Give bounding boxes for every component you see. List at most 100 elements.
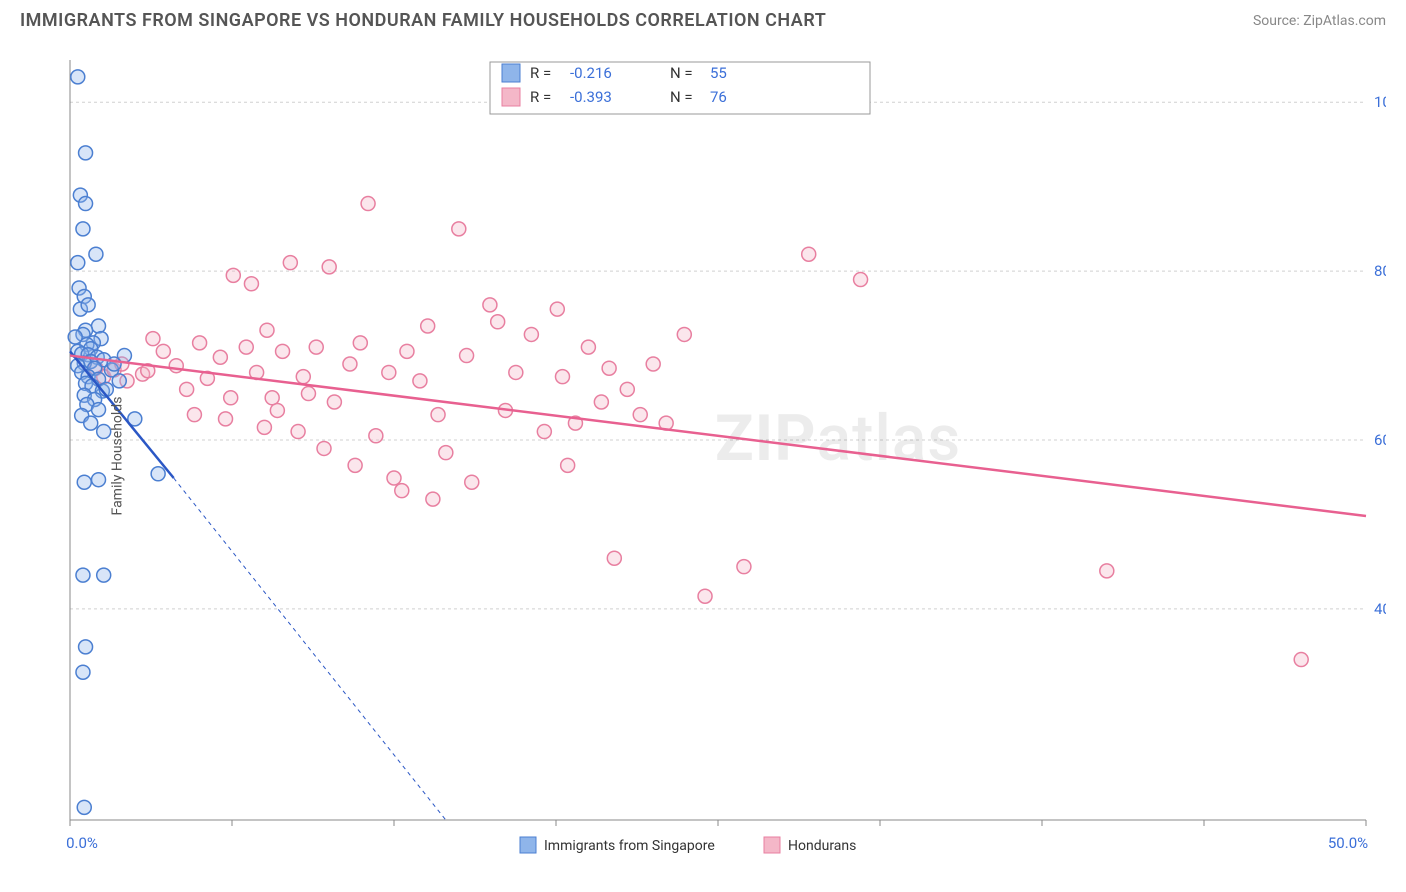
legend-n-value: 76: [710, 88, 727, 106]
x-tick-label: 50.0%: [1328, 834, 1368, 852]
legend-swatch: [502, 64, 520, 82]
data-point: [421, 319, 435, 333]
x-tick-label: 0.0%: [66, 834, 98, 852]
data-point: [260, 323, 274, 337]
data-point: [112, 374, 126, 388]
data-point: [97, 568, 111, 582]
data-point: [151, 467, 165, 481]
data-point: [276, 344, 290, 358]
data-point: [213, 350, 227, 364]
data-point: [452, 222, 466, 236]
legend-n-label: N =: [670, 64, 693, 82]
data-point: [77, 475, 91, 489]
data-point: [187, 408, 201, 422]
data-point: [76, 665, 90, 679]
data-point: [322, 260, 336, 274]
data-point: [698, 589, 712, 603]
data-point: [301, 387, 315, 401]
data-point: [413, 374, 427, 388]
y-tick-label: 100.0%: [1374, 93, 1386, 111]
data-point: [426, 492, 440, 506]
data-point: [92, 473, 106, 487]
data-point: [76, 568, 90, 582]
data-point: [465, 475, 479, 489]
data-point: [79, 640, 93, 654]
data-point: [71, 256, 85, 270]
y-tick-label: 40.0%: [1374, 600, 1386, 618]
legend-r-label: R =: [530, 88, 551, 106]
data-point: [387, 471, 401, 485]
data-point: [602, 361, 616, 375]
data-point: [92, 319, 106, 333]
data-point: [561, 458, 575, 472]
data-point: [400, 344, 414, 358]
trend-line-extrapolated: [174, 478, 446, 820]
data-point: [226, 268, 240, 282]
data-point: [854, 273, 868, 287]
data-point: [224, 391, 238, 405]
data-point: [361, 197, 375, 211]
chart-title: IMMIGRANTS FROM SINGAPORE VS HONDURAN FA…: [20, 10, 826, 31]
data-point: [395, 484, 409, 498]
data-point: [92, 403, 106, 417]
data-point: [239, 340, 253, 354]
watermark: ZIPatlas: [715, 401, 961, 476]
data-point: [353, 336, 367, 350]
data-point: [483, 298, 497, 312]
data-point: [431, 408, 445, 422]
legend-n-value: 55: [710, 64, 727, 82]
data-point: [537, 425, 551, 439]
data-point: [348, 458, 362, 472]
legend-r-value: -0.393: [570, 88, 612, 106]
source-label: Source: ZipAtlas.com: [1253, 13, 1386, 29]
data-point: [802, 247, 816, 261]
trend-line: [70, 356, 1366, 516]
data-point: [550, 302, 564, 316]
source-link[interactable]: ZipAtlas.com: [1303, 13, 1386, 29]
data-point: [76, 222, 90, 236]
data-point: [1294, 653, 1308, 667]
data-point: [646, 357, 660, 371]
legend-r-label: R =: [530, 64, 551, 82]
legend-swatch: [520, 837, 536, 853]
data-point: [71, 70, 85, 84]
data-point: [369, 429, 383, 443]
data-point: [265, 391, 279, 405]
data-point: [169, 359, 183, 373]
legend-swatch: [764, 837, 780, 853]
data-point: [89, 247, 103, 261]
legend-series-name: Immigrants from Singapore: [544, 838, 715, 854]
data-point: [491, 315, 505, 329]
legend-r-value: -0.216: [570, 64, 612, 82]
data-point: [296, 370, 310, 384]
data-point: [555, 370, 569, 384]
data-point: [620, 382, 634, 396]
data-point: [677, 327, 691, 341]
data-point: [382, 365, 396, 379]
data-point: [146, 332, 160, 346]
data-point: [257, 420, 271, 434]
data-point: [343, 357, 357, 371]
data-point: [180, 382, 194, 396]
y-tick-label: 60.0%: [1374, 431, 1386, 449]
data-point: [84, 416, 98, 430]
data-point: [283, 256, 297, 270]
data-point: [581, 340, 595, 354]
data-point: [633, 408, 647, 422]
data-point: [309, 340, 323, 354]
data-point: [737, 560, 751, 574]
correlation-chart: 40.0%60.0%80.0%100.0%0.0%50.0%ZIPatlasR …: [50, 50, 1386, 870]
legend-swatch: [502, 88, 520, 106]
data-point: [524, 327, 538, 341]
data-point: [439, 446, 453, 460]
legend-series-name: Hondurans: [788, 838, 856, 854]
data-point: [107, 357, 121, 371]
data-point: [270, 403, 284, 417]
data-point: [317, 441, 331, 455]
y-axis-label: Family Households: [109, 397, 125, 516]
data-point: [594, 395, 608, 409]
data-point: [156, 344, 170, 358]
data-point: [79, 197, 93, 211]
data-point: [607, 551, 621, 565]
data-point: [460, 349, 474, 363]
